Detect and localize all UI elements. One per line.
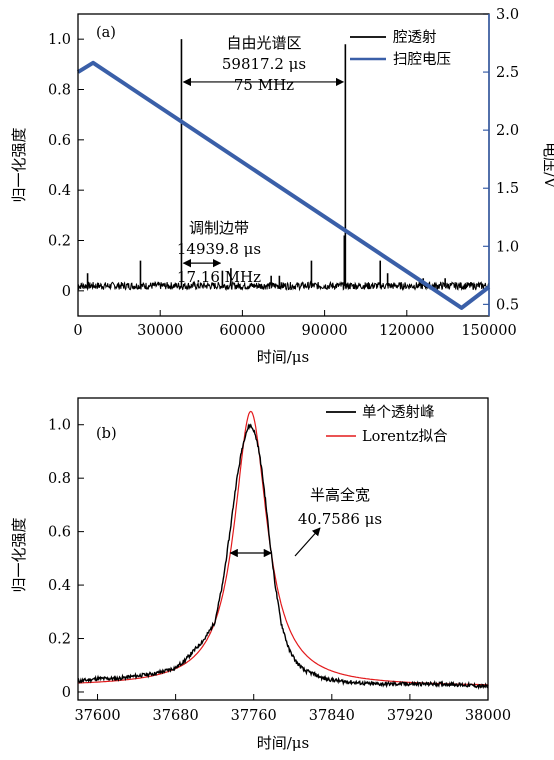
sideband-label-line-3: 17.16 MHz	[177, 268, 261, 286]
panel-b-legend: 单个透射峰 Lorentz拟合	[326, 404, 448, 445]
sideband-label-line-2: 14939.8 μs	[177, 240, 261, 258]
fsr-label-line-2: 59817.2 μs	[222, 55, 306, 73]
panel-b-y-tick-label: 0.8	[48, 471, 71, 487]
panel-b: 37600 37680 37760 37840 37920 38000 0 0.2 0.4 0.6…	[10, 397, 511, 752]
legend-label-lorentz-fit: Lorentz拟合	[362, 428, 448, 445]
panel-a-y2-tick-label: 2.5	[496, 65, 519, 81]
panel-a-y2-tick-label: 1.0	[496, 239, 519, 255]
panel-a-x-axis-title: 时间/μs	[257, 348, 310, 366]
fwhm-label-line-2: 40.7586 μs	[298, 510, 382, 528]
panel-b-frame	[77, 397, 489, 701]
legend-label-cavity-transmission: 腔透射	[393, 29, 437, 46]
panel-a-y2-tick-label: 3.0	[496, 7, 519, 23]
panel-a: 0 30000 60000 90000 120000 150000 0 0.2 0.4 0.6 0.…	[10, 7, 554, 366]
panel-b-x-tick-label: 37760	[231, 708, 277, 724]
panel-a-y2-tick-label: 0.5	[496, 297, 519, 313]
single-peak-line	[77, 423, 489, 690]
panel-a-y2-tick-label: 1.5	[496, 181, 519, 197]
panel-a-y-axis-title: 归一化强度	[10, 127, 28, 202]
panel-b-label: (b)	[96, 426, 117, 442]
panel-a-x-tick-label: 60000	[219, 323, 265, 339]
panel-a-label: (a)	[96, 25, 116, 41]
panel-a-x-tick-label: 0	[73, 323, 82, 339]
panel-b-x-tick-label: 37680	[153, 708, 199, 724]
panel-a-x-tick-label: 150000	[461, 323, 516, 339]
panel-b-plot-area	[77, 410, 489, 690]
panel-a-legend: 腔透射 扫腔电压	[350, 29, 451, 68]
panel-a-y-tick-label: 0.2	[48, 234, 71, 250]
sideband-label-line-1: 调制边带	[189, 219, 249, 237]
panel-b-y-tick-label: 0	[62, 685, 71, 701]
panel-a-x-tick-label: 90000	[302, 323, 348, 339]
panel-a-y-tick-label: 1.0	[48, 32, 71, 48]
panel-a-y2-tick-label: 2.0	[496, 123, 519, 139]
panel-a-x-tick-label: 120000	[379, 323, 434, 339]
panel-a-ticks: 0 30000 60000 90000 120000 150000 0 0.2 0.4 0.6 0.…	[48, 7, 519, 339]
panel-b-y-tick-label: 1.0	[48, 418, 71, 434]
panel-b-x-tick-label: 37840	[309, 708, 355, 724]
panel-a-y-tick-label: 0.6	[48, 133, 71, 149]
fwhm-pointer	[294, 527, 321, 557]
scan-voltage-line	[76, 60, 491, 310]
panel-a-y-tick-label: 0.4	[48, 183, 71, 199]
panel-a-x-tick-label: 30000	[137, 323, 183, 339]
panel-b-ticks: 37600 37680 37760 37840 37920 38000 0 0.2 0.4 0.6…	[48, 418, 511, 724]
legend-label-single-peak: 单个透射峰	[362, 404, 435, 421]
panel-b-x-tick-label: 37920	[387, 708, 433, 724]
panel-a-y-tick-label: 0	[62, 284, 71, 300]
panel-a-y-tick-label: 0.8	[48, 83, 71, 99]
fsr-label-line-3: 75 MHz	[234, 76, 294, 94]
panel-b-y-tick-label: 0.4	[48, 578, 71, 594]
panel-b-x-axis-title: 时间/μs	[257, 734, 310, 752]
panel-b-x-tick-label: 37600	[74, 708, 120, 724]
legend-label-scan-voltage: 扫腔电压	[393, 51, 451, 68]
panel-a-y2-axis-title: 电压/V	[541, 142, 554, 189]
fwhm-label-line-1: 半高全宽	[310, 486, 370, 504]
panel-b-y-tick-label: 0.6	[48, 525, 71, 541]
fsr-label-line-1: 自由光谱区	[226, 34, 301, 52]
panel-b-y-axis-title: 归一化强度	[10, 517, 28, 592]
panel-a-plot-area	[76, 39, 491, 310]
panel-b-y-tick-label: 0.2	[48, 632, 71, 648]
panel-b-x-tick-label: 38000	[465, 708, 511, 724]
lorentz-fit-line	[78, 410, 488, 686]
